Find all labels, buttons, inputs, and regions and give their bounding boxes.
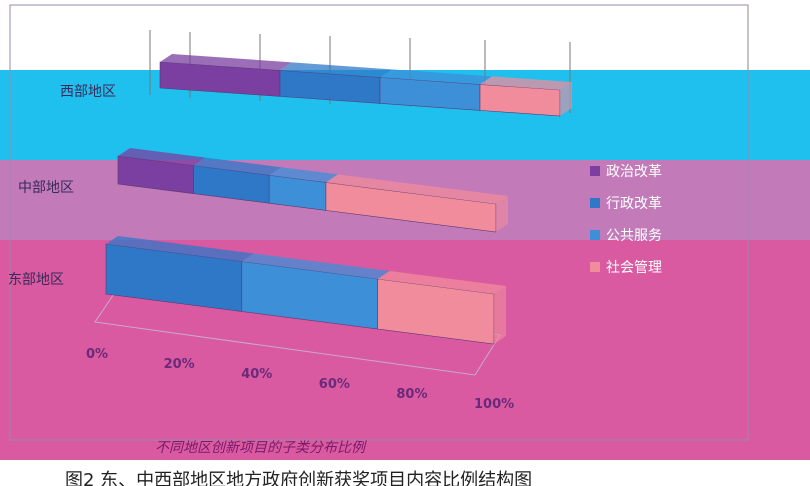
bar-segment-top	[480, 76, 572, 90]
bar-segment-top	[325, 174, 508, 204]
category-label-central: 中部地区	[18, 180, 74, 196]
band-pink-bottom	[0, 460, 810, 486]
x-tick-label: 40%	[241, 367, 272, 382]
bar-end-cap	[496, 196, 508, 232]
legend-swatch-4	[590, 262, 600, 272]
legend-swatch-3	[590, 230, 600, 240]
bar-segment-top	[280, 62, 392, 78]
bar-segment-top	[160, 54, 292, 71]
legend-swatch-2	[590, 198, 600, 208]
legend-label-1: 政治改革	[606, 164, 662, 180]
x-tick-label: 20%	[164, 357, 195, 372]
legend-label-3: 公共服务	[606, 228, 662, 244]
legend-swatch-1	[590, 166, 600, 176]
bar-segment-top	[241, 253, 390, 279]
bar-segment-top	[118, 148, 206, 166]
legend-label-2: 行政改革	[606, 196, 662, 212]
chart-title: 不同地区创新项目的子类分布比例	[155, 440, 367, 456]
category-label-west: 西部地区	[60, 84, 116, 100]
x-tick-label: 0%	[86, 347, 108, 362]
bar-segment-top	[193, 157, 282, 176]
bar-segment-top	[380, 69, 492, 85]
bar-segment-top	[377, 271, 506, 294]
x-tick-label: 80%	[396, 387, 427, 402]
x-tick-label: 60%	[319, 377, 350, 392]
bar-end-cap	[494, 286, 506, 344]
bar-segment-top	[269, 167, 338, 183]
bar-segment-top	[106, 236, 254, 262]
chart-frame	[9, 4, 749, 441]
x-tick-label: 100%	[474, 397, 514, 412]
x-tick-labels: 0% 20% 40% 60% 80% 100%	[86, 347, 514, 412]
legend-label-4: 社会管理	[606, 260, 662, 276]
category-label-east: 东部地区	[8, 272, 64, 288]
bar-end-cap	[560, 82, 572, 116]
bars-group	[105, 54, 572, 345]
figure-caption: 图2 东、中西部地区地方政府创新获奖项目内容比例结构图	[65, 470, 532, 486]
